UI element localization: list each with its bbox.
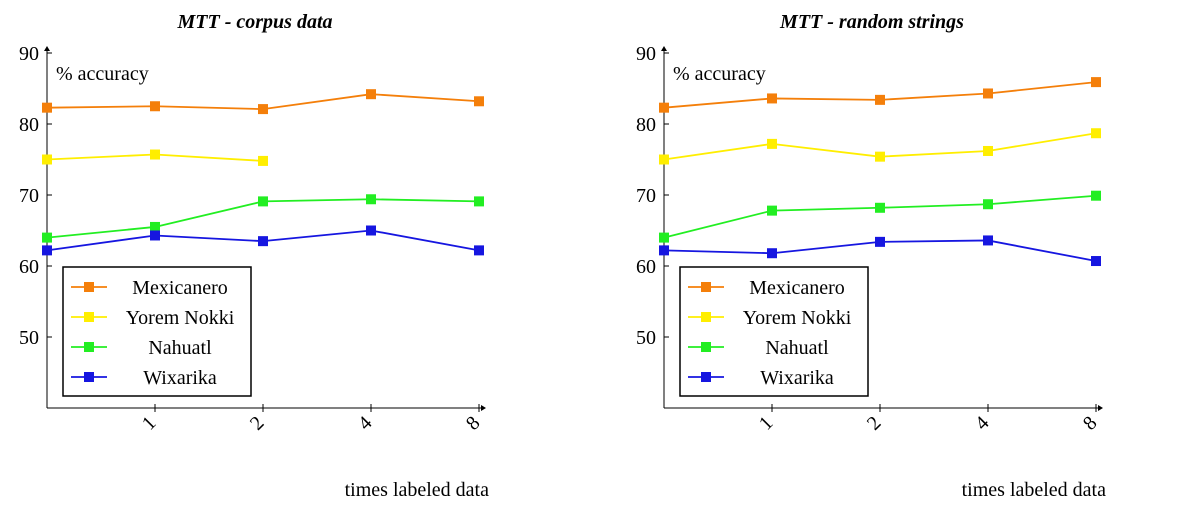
data-point-wixarika bbox=[983, 235, 993, 246]
data-point-mexicanero bbox=[659, 102, 669, 113]
data-point-nahuatl bbox=[875, 202, 885, 213]
x-tick-label: 1 bbox=[138, 412, 161, 435]
data-point-mexicanero bbox=[258, 104, 268, 115]
x-axis-arrow bbox=[1098, 405, 1103, 411]
data-point-yorem-nokki bbox=[983, 145, 993, 156]
legend-marker bbox=[84, 312, 94, 322]
y-tick-label: 80 bbox=[19, 114, 39, 136]
y-tick-label: 60 bbox=[636, 256, 656, 278]
data-point-yorem-nokki bbox=[875, 151, 885, 162]
data-point-mexicanero bbox=[983, 88, 993, 99]
data-point-wixarika bbox=[42, 245, 52, 256]
data-point-wixarika bbox=[474, 245, 484, 256]
data-point-yorem-nokki bbox=[659, 154, 669, 165]
data-point-nahuatl bbox=[42, 232, 52, 243]
x-tick-label: 1 bbox=[755, 412, 778, 435]
legend-entry-nahuatl: Nahuatl bbox=[765, 337, 829, 359]
data-point-nahuatl bbox=[1091, 190, 1101, 201]
chart-panel-1: MTT - corpus data 50 60 70 80 90 1 2 4 8 % accurac… bbox=[19, 11, 489, 501]
chart-title: MTT - random strings bbox=[779, 11, 964, 33]
y-tick-label: 60 bbox=[19, 256, 39, 278]
data-point-yorem-nokki bbox=[258, 155, 268, 166]
data-point-wixarika bbox=[659, 245, 669, 256]
data-point-mexicanero bbox=[1091, 77, 1101, 88]
data-point-mexicanero bbox=[474, 96, 484, 107]
legend-marker bbox=[701, 342, 711, 352]
x-axis-label: times labeled data bbox=[962, 479, 1107, 501]
data-point-mexicanero bbox=[150, 101, 160, 112]
x-tick-label: 2 bbox=[246, 412, 269, 435]
legend-entry-nahuatl: Nahuatl bbox=[148, 337, 212, 359]
legend-entry-mexicanero: Mexicanero bbox=[749, 277, 845, 299]
x-tick-label: 8 bbox=[462, 412, 485, 435]
y-axis-label: % accuracy bbox=[56, 63, 149, 85]
legend-marker bbox=[701, 282, 711, 292]
legend-box bbox=[62, 266, 252, 397]
x-tick-label: 4 bbox=[971, 412, 994, 435]
data-point-mexicanero bbox=[366, 89, 376, 100]
data-point-yorem-nokki bbox=[1091, 128, 1101, 139]
data-point-yorem-nokki bbox=[150, 149, 160, 160]
x-tick-label: 8 bbox=[1079, 412, 1102, 435]
y-tick-label: 90 bbox=[636, 43, 656, 65]
chart-panel-2: MTT - random strings 50 60 70 80 90 1 2 4 8 % accu… bbox=[636, 11, 1106, 501]
legend: Mexicanero Yorem Nokki Nahuatl Wixarika bbox=[679, 266, 869, 397]
y-tick-label: 80 bbox=[636, 114, 656, 136]
y-axis-arrow bbox=[44, 46, 50, 51]
legend-entry-yorem-nokki: Yorem Nokki bbox=[743, 307, 852, 329]
data-point-wixarika bbox=[1091, 256, 1101, 267]
legend-marker bbox=[701, 372, 711, 382]
legend-marker bbox=[84, 372, 94, 382]
data-point-nahuatl bbox=[767, 205, 777, 216]
legend-entry-yorem-nokki: Yorem Nokki bbox=[126, 307, 235, 329]
y-tick-label: 50 bbox=[19, 327, 39, 349]
legend-box bbox=[679, 266, 869, 397]
data-point-wixarika bbox=[366, 225, 376, 236]
x-tick-label: 4 bbox=[354, 412, 377, 435]
data-point-nahuatl bbox=[150, 221, 160, 232]
x-axis-arrow bbox=[481, 405, 486, 411]
y-axis-label: % accuracy bbox=[673, 63, 766, 85]
legend-entry-wixarika: Wixarika bbox=[143, 367, 217, 389]
data-point-wixarika bbox=[150, 230, 160, 241]
legend-marker bbox=[701, 312, 711, 322]
y-axis-arrow bbox=[661, 46, 667, 51]
data-point-mexicanero bbox=[875, 94, 885, 105]
x-axis-label: times labeled data bbox=[345, 479, 490, 501]
legend-entry-mexicanero: Mexicanero bbox=[132, 277, 228, 299]
data-point-wixarika bbox=[767, 248, 777, 259]
data-point-nahuatl bbox=[258, 196, 268, 207]
legend-marker bbox=[84, 282, 94, 292]
data-point-nahuatl bbox=[659, 232, 669, 243]
y-tick-label: 70 bbox=[636, 185, 656, 207]
y-tick-label: 70 bbox=[19, 185, 39, 207]
data-point-yorem-nokki bbox=[42, 154, 52, 165]
data-point-mexicanero bbox=[767, 93, 777, 104]
data-point-mexicanero bbox=[42, 102, 52, 113]
data-point-wixarika bbox=[875, 236, 885, 247]
legend-entry-wixarika: Wixarika bbox=[760, 367, 834, 389]
legend: Mexicanero Yorem Nokki Nahuatl Wixarika bbox=[62, 266, 252, 397]
x-tick-label: 2 bbox=[863, 412, 886, 435]
series-line-nahuatl bbox=[663, 194, 1097, 239]
data-point-nahuatl bbox=[366, 194, 376, 205]
legend-marker bbox=[84, 342, 94, 352]
y-tick-label: 90 bbox=[19, 43, 39, 65]
y-tick-label: 50 bbox=[636, 327, 656, 349]
data-point-nahuatl bbox=[474, 196, 484, 207]
data-point-nahuatl bbox=[983, 199, 993, 210]
chart-title: MTT - corpus data bbox=[177, 11, 333, 33]
data-point-wixarika bbox=[258, 236, 268, 247]
data-point-yorem-nokki bbox=[767, 138, 777, 149]
